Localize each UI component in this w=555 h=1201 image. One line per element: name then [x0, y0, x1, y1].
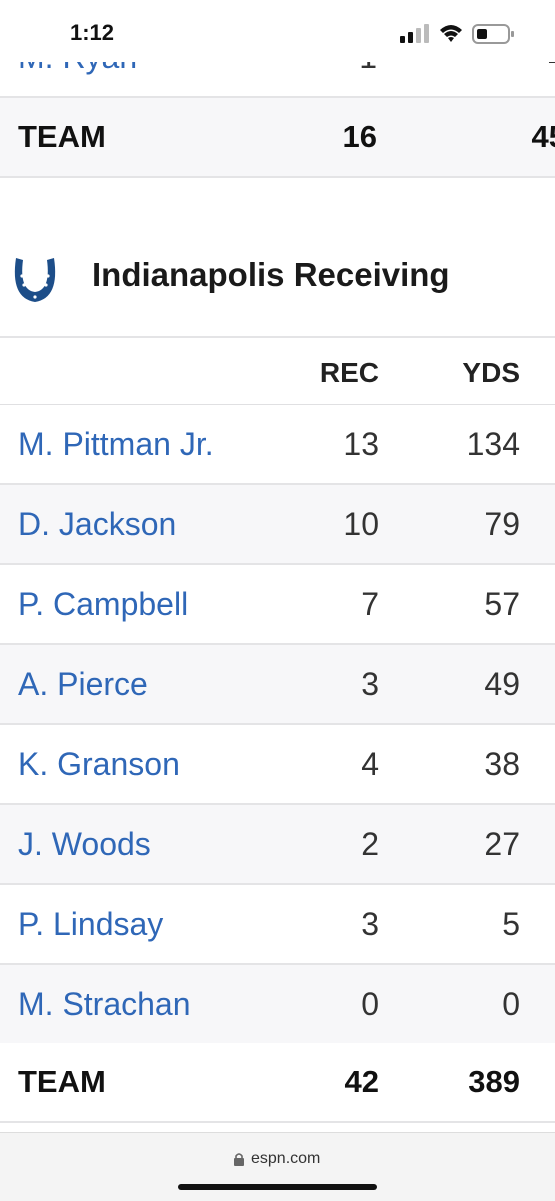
rec-value: 10 — [343, 506, 379, 542]
clock: 1:12 — [70, 20, 115, 45]
table-row: K. Granson 4 38 — [0, 725, 555, 805]
yds-value: 79 — [484, 506, 520, 542]
yds-value: 49 — [484, 666, 520, 702]
player-name[interactable]: A. Pierce — [18, 666, 148, 702]
player-name[interactable]: D. Jackson — [18, 506, 177, 542]
player-name[interactable]: M. Pittman Jr. — [18, 426, 214, 462]
column-header: REC — [319, 357, 379, 388]
table-row: A. Pierce 3 49 — [0, 645, 555, 725]
table-row: P. Campbell 7 57 — [0, 565, 555, 645]
player-name[interactable]: P. Lindsay — [18, 906, 164, 942]
rec-value: 2 — [361, 826, 379, 862]
total-row: TEAM 42 389 — [0, 1043, 555, 1123]
row-label: TEAM — [18, 1064, 106, 1099]
rec-value: 3 — [361, 666, 379, 702]
section-title: Indianapolis Receiving — [92, 256, 450, 293]
rec-value: 13 — [343, 426, 379, 462]
player-name[interactable]: M. Strachan — [18, 986, 191, 1022]
table-row: P. Lindsay 3 5 — [0, 885, 555, 965]
table-row: M. Pittman Jr. 13 134 — [0, 405, 555, 485]
yds-value: 389 — [468, 1064, 520, 1099]
rec-value: 42 — [344, 1064, 379, 1099]
table-row: M. Strachan 0 0 — [0, 965, 555, 1045]
yds-value: 45 — [531, 119, 555, 154]
browser-bar: espn.com — [0, 1132, 555, 1201]
url[interactable]: espn.com — [251, 1150, 321, 1167]
table-row: J. Woods 2 27 — [0, 805, 555, 885]
yds-value: 0 — [502, 986, 520, 1022]
table-row: D. Jackson 10 79 — [0, 485, 555, 565]
yds-value: 5 — [502, 906, 520, 942]
rec-value: 3 — [361, 906, 379, 942]
status-icons — [400, 24, 514, 44]
rec-value: 7 — [361, 586, 379, 622]
yds-value: 134 — [466, 426, 520, 462]
yds-value: 27 — [484, 826, 520, 862]
rec-value: 4 — [361, 746, 379, 782]
lock-icon — [234, 1153, 244, 1166]
rec-value: 0 — [361, 986, 379, 1022]
header-row: REC YDS — [0, 336, 555, 407]
row-label: TEAM — [18, 119, 106, 154]
player-name[interactable]: P. Campbell — [18, 586, 189, 622]
player-name[interactable]: J. Woods — [18, 826, 151, 862]
home-indicator — [178, 1184, 377, 1190]
rec-value: 16 — [342, 119, 377, 154]
player-name[interactable]: K. Granson — [18, 746, 180, 782]
yds-value: 38 — [484, 746, 520, 782]
column-header: YDS — [462, 357, 520, 388]
team-logo — [14, 258, 56, 302]
status-bar: 1:12 — [0, 0, 555, 62]
total-row: TEAM 16 45 — [0, 98, 555, 178]
yds-value: 57 — [484, 586, 520, 622]
